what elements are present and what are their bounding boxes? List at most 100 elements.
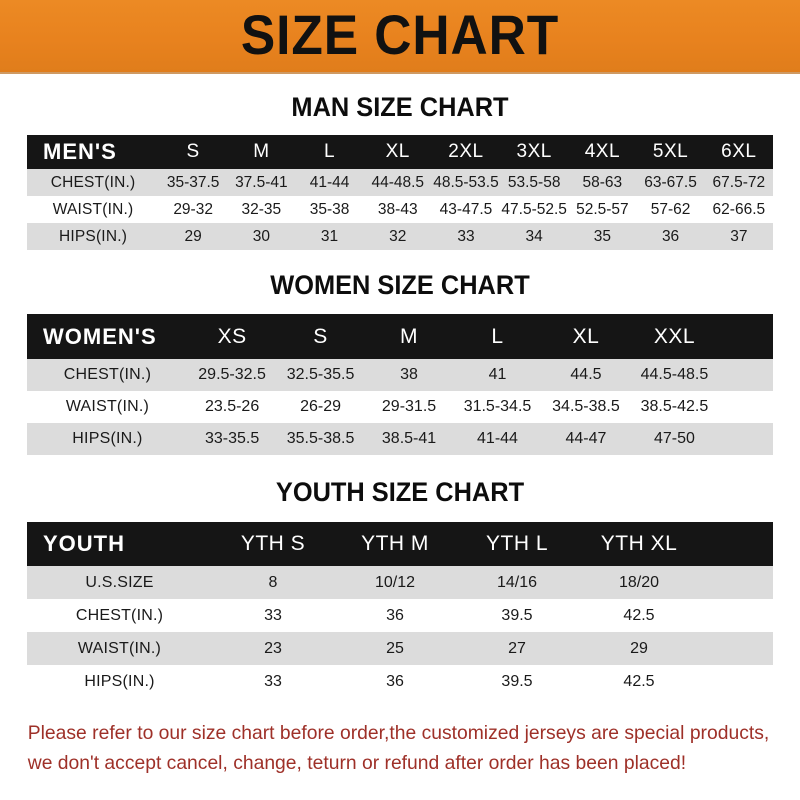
youth-row-filler (700, 665, 773, 698)
man-cell: 62-66.5 (712, 200, 766, 218)
man-size-column-4: XL (385, 141, 410, 162)
man-cell: 36 (661, 227, 680, 245)
youth-cell: 39.5 (501, 606, 533, 624)
man-cell: 44-48.5 (371, 173, 425, 191)
man-cell: 37 (730, 227, 748, 245)
man-cell: 57-62 (650, 200, 691, 218)
women-table-header-row: WOMEN'S XS S M L XL XXL (27, 314, 773, 359)
man-cell: 29 (184, 227, 202, 245)
table-row: WAIST(IN.) 23.5-26 26-29 29-31.5 31.5-34.5 34… (27, 391, 773, 423)
youth-cell: 25 (386, 639, 404, 657)
man-cell: 41-44 (309, 173, 350, 191)
youth-size-table-wrapper: YOUTH YTH S YTH M YTH L YTH XL U.S.SIZE 8 10/… (27, 522, 773, 698)
man-size-column-8: 5XL (652, 141, 689, 162)
youth-header-label: YOUTH (43, 531, 125, 556)
man-cell: 35 (593, 227, 611, 245)
women-size-column-5: XL (572, 324, 600, 348)
women-size-column-1: XS (217, 324, 247, 348)
table-row: CHEST(IN.) 29.5-32.5 32.5-35.5 38 41 44.5 44.5… (27, 359, 773, 391)
women-cell: 32.5-35.5 (286, 366, 355, 383)
women-cell: 38 (400, 366, 418, 383)
women-row-label: HIPS(IN.) (72, 430, 143, 447)
man-row-label: CHEST(IN.) (50, 173, 136, 191)
man-header-label: MEN'S (43, 139, 117, 164)
man-table-body: CHEST(IN.) 35-37.5 37.5-41 41-44 44-48.5 48.5… (27, 169, 773, 250)
youth-cell: 33 (264, 606, 282, 624)
women-size-column-2: S (313, 324, 328, 348)
man-cell: 34 (525, 227, 543, 245)
man-cell: 33 (457, 227, 475, 245)
order-policy-line-2: we don't accept cancel, change, teturn o… (27, 752, 687, 775)
youth-size-table: YOUTH YTH S YTH M YTH L YTH XL U.S.SIZE 8 10/… (27, 522, 773, 698)
youth-cell: 39.5 (501, 672, 533, 690)
youth-row-label: HIPS(IN.) (84, 672, 155, 690)
youth-cell: 36 (386, 606, 404, 624)
youth-row-label: CHEST(IN.) (75, 606, 164, 624)
women-cell: 23.5-26 (204, 398, 260, 415)
youth-section-title: YOUTH SIZE CHART (275, 477, 525, 507)
women-cell: 38.5-42.5 (640, 398, 709, 415)
women-size-table: WOMEN'S XS S M L XL XXL CHEST(IN.) 29.5-32.5 32… (27, 314, 773, 455)
man-size-column-5: 2XL (448, 141, 484, 162)
women-row-label: WAIST(IN.) (65, 398, 150, 415)
women-cell: 29.5-32.5 (198, 366, 266, 383)
table-row: U.S.SIZE 8 10/12 14/16 18/20 (27, 566, 773, 599)
man-cell: 38-43 (377, 200, 418, 218)
women-size-column-6: XXL (653, 324, 696, 348)
man-section-title: MAN SIZE CHART (291, 92, 509, 122)
man-cell: 37.5-41 (235, 173, 288, 191)
man-size-table: MEN'S S M L XL 2XL 3XL 4XL 5XL 6XL CHEST(IN.) 35-… (27, 135, 773, 250)
youth-cell: 36 (386, 672, 404, 690)
man-cell: 67.5-72 (712, 173, 766, 191)
man-cell: 52.5-57 (576, 200, 629, 218)
table-row: WAIST(IN.) 29-32 32-35 35-38 38-43 43-47.5 47.… (27, 196, 773, 223)
women-row-label: CHEST(IN.) (63, 366, 152, 383)
youth-cell: 42.5 (623, 672, 655, 690)
man-cell: 48.5-53.5 (433, 173, 499, 191)
man-size-column-6: 3XL (516, 141, 552, 162)
women-cell: 44.5 (570, 366, 602, 383)
women-cell: 35.5-38.5 (286, 430, 355, 447)
women-row-filler (719, 423, 773, 455)
table-row: HIPS(IN.) 33 36 39.5 42.5 (27, 665, 773, 698)
man-cell: 47.5-52.5 (501, 200, 567, 218)
youth-size-column-1: YTH S (240, 532, 306, 555)
page-banner: SIZE CHART (0, 0, 800, 74)
man-cell: 32-35 (241, 200, 282, 218)
youth-cell: 10/12 (374, 573, 416, 591)
order-policy-line-1: Please refer to our size chart before or… (27, 722, 770, 744)
table-row: CHEST(IN.) 35-37.5 37.5-41 41-44 44-48.5 48.5… (27, 169, 773, 196)
youth-size-column-3: YTH L (485, 532, 548, 555)
women-size-table-wrapper: WOMEN'S XS S M L XL XXL CHEST(IN.) 29.5-32.5 32… (27, 314, 773, 455)
women-cell: 34.5-38.5 (552, 398, 620, 415)
women-header-label: WOMEN'S (43, 323, 157, 349)
women-cell: 29-31.5 (381, 398, 437, 415)
youth-header-filler (700, 522, 773, 566)
youth-cell: 14/16 (496, 573, 538, 591)
youth-size-column-4: YTH XL (600, 532, 678, 555)
man-size-column-3: L (324, 141, 336, 162)
women-row-filler (719, 359, 773, 391)
man-cell: 30 (252, 227, 270, 245)
women-cell: 41-44 (477, 430, 518, 447)
table-row: HIPS(IN.) 33-35.5 35.5-38.5 38.5-41 41-44 44-… (27, 423, 773, 455)
youth-row-label: U.S.SIZE (85, 573, 154, 591)
man-row-label: WAIST(IN.) (52, 200, 134, 218)
man-cell: 53.5-58 (507, 173, 561, 191)
women-size-column-3: M (400, 324, 419, 348)
man-table-header-row: MEN'S S M L XL 2XL 3XL 4XL 5XL 6XL (27, 135, 773, 169)
women-cell: 31.5-34.5 (463, 398, 532, 415)
man-cell: 31 (320, 227, 339, 245)
man-cell: 35-38 (309, 200, 350, 218)
youth-row-filler (700, 599, 773, 632)
page-title: SIZE CHART (240, 3, 560, 66)
man-cell: 63-67.5 (644, 173, 697, 191)
youth-cell: 29 (630, 639, 648, 657)
youth-cell: 18/20 (618, 573, 660, 591)
women-cell: 41 (488, 366, 507, 383)
women-cell: 26-29 (300, 398, 342, 415)
man-size-table-wrapper: MEN'S S M L XL 2XL 3XL 4XL 5XL 6XL CHEST(IN.) 35-… (27, 135, 773, 250)
youth-cell: 42.5 (623, 606, 655, 624)
table-row: HIPS(IN.) 29 30 31 32 33 34 35 36 37 (27, 223, 773, 250)
man-size-column-2: M (253, 141, 270, 162)
